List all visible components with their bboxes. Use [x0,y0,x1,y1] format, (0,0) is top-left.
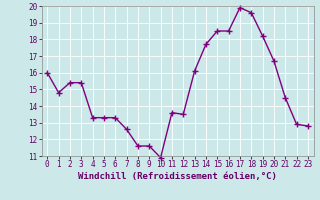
X-axis label: Windchill (Refroidissement éolien,°C): Windchill (Refroidissement éolien,°C) [78,172,277,181]
